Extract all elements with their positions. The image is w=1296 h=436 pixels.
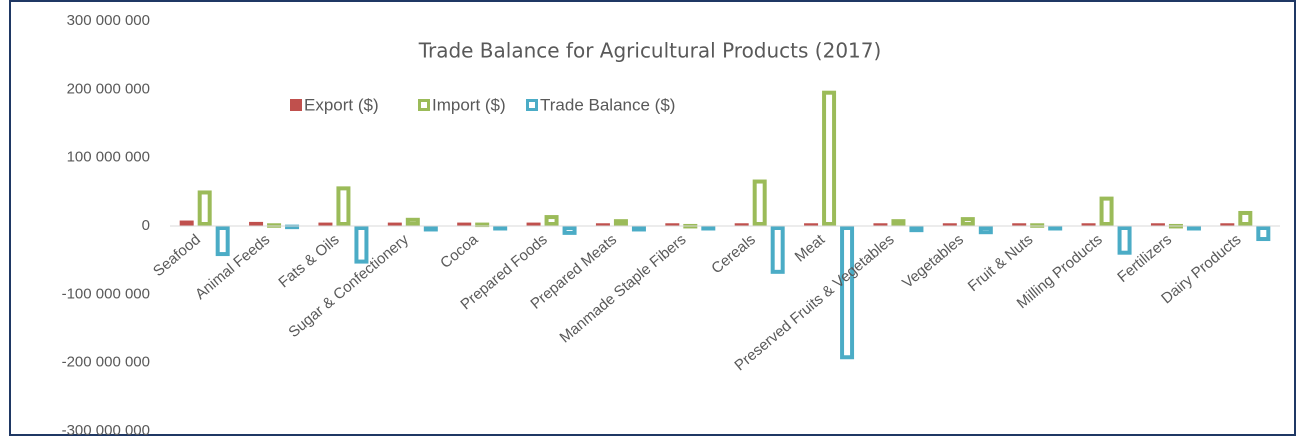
bar [701,226,716,231]
x-tick-label: Fruit & Nuts [965,231,1037,295]
bar [1099,196,1114,227]
bar [1238,210,1253,226]
bar [493,226,508,231]
bar [595,223,610,226]
legend-swatch [418,99,430,111]
bar [249,221,264,226]
x-tick-label: Fats & Oils [275,231,342,291]
bar [840,226,855,360]
bar [405,217,420,227]
x-tick-label: Animal Feeds [192,231,273,303]
bar [665,223,680,226]
bar [804,223,819,226]
y-tick-label: -300 000 000 [62,422,150,436]
bar [613,219,628,227]
chart-frame [9,0,1296,436]
x-tick-label: Vegetables [899,231,967,292]
bar [526,222,541,226]
bar [1220,223,1235,226]
bar [1012,223,1027,226]
bar [562,226,577,235]
x-tick-label: Manmade Staple Fibers [557,231,690,346]
bar [197,190,212,226]
y-tick-label: 0 [142,217,150,234]
bar [734,223,749,226]
legend-label: Trade Balance ($) [540,95,675,114]
y-tick-label: 300 000 000 [67,12,150,29]
legend-swatch [290,99,302,111]
bar [631,226,646,232]
bar [318,222,333,226]
bar [1117,226,1132,255]
bar [1256,226,1271,242]
x-tick-label: Meat [792,231,829,266]
bar [1081,223,1096,226]
bar [770,226,785,274]
bar [1186,226,1201,231]
bar [336,186,351,227]
bar [942,223,957,226]
bar [1048,226,1063,231]
bar [873,223,888,226]
bar [1150,223,1165,226]
legend-label: Export ($) [304,95,379,114]
bar [387,222,402,226]
bar [960,217,975,227]
bar [752,179,767,227]
bar [978,226,993,235]
bar [475,222,490,228]
x-tick-label: Cereals [708,231,759,277]
bar [909,226,924,233]
y-tick-label: -200 000 000 [62,354,150,371]
legend-label: Import ($) [432,95,506,114]
bar [544,215,559,226]
bar [215,226,230,257]
bar [179,220,194,226]
chart-title: Trade Balance for Agricultural Products … [418,39,882,63]
bar [423,226,438,232]
bar [822,90,837,226]
bar [891,219,906,227]
y-tick-label: -100 000 000 [62,285,150,302]
x-tick-label: Seafood [150,231,204,280]
legend-swatch [526,99,538,111]
bar [285,224,300,230]
y-tick-label: 200 000 000 [67,80,150,97]
bar [457,222,472,226]
x-tick-label: Sugar & Confectionery [285,231,412,341]
y-tick-label: 100 000 000 [67,149,150,166]
x-tick-label: Cocoa [437,231,482,272]
bar [354,226,369,264]
